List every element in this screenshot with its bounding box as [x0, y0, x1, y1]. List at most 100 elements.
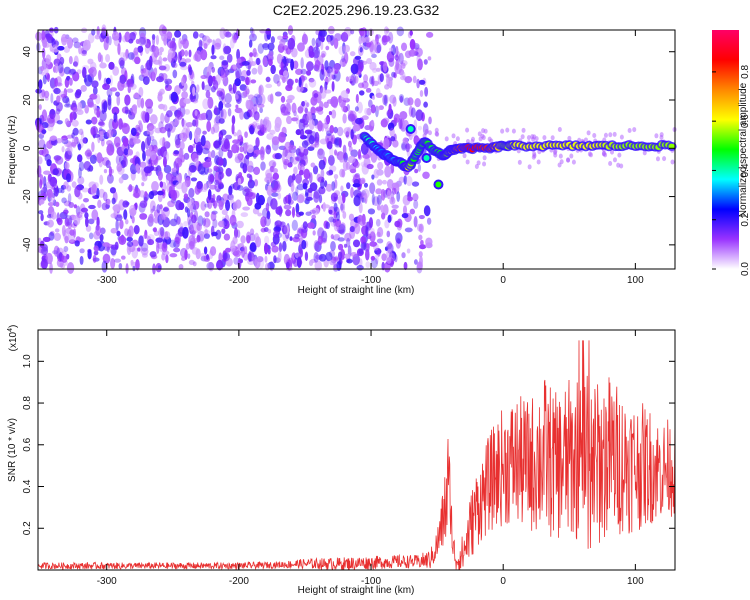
noise-cell [393, 113, 400, 123]
noise-cell [137, 45, 144, 53]
noise-cell [285, 84, 293, 92]
noise-cell [74, 186, 81, 198]
noise-cell [331, 256, 339, 261]
noise-cell [272, 234, 280, 245]
noise-cell [65, 227, 73, 234]
noise-cell [67, 144, 73, 156]
noise-cell [389, 196, 396, 205]
noise-cell [157, 170, 163, 181]
noise-cell [135, 259, 140, 271]
noise-cell [403, 261, 408, 271]
noise-cell [158, 65, 167, 71]
noise-cell [178, 264, 184, 270]
noise-cell [320, 168, 325, 179]
noise-cell [500, 128, 505, 134]
noise-cell [64, 217, 69, 227]
noise-cell [311, 37, 316, 47]
noise-cell [346, 104, 350, 112]
noise-cell [276, 53, 283, 65]
noise-cell [416, 261, 423, 271]
noise-cell [306, 70, 312, 76]
noise-cell [106, 198, 111, 206]
noise-cell [61, 255, 68, 263]
noise-cell [245, 191, 254, 198]
signal-blob [407, 125, 414, 132]
noise-cell [308, 77, 315, 83]
noise-cell [111, 106, 120, 115]
noise-cell [388, 103, 392, 114]
noise-cell [194, 116, 199, 128]
noise-cell [236, 129, 242, 140]
noise-cell [384, 94, 388, 107]
noise-cell [291, 117, 299, 122]
noise-cell [297, 42, 305, 52]
noise-cell [70, 223, 78, 228]
noise-cell [111, 31, 120, 41]
y-tick-label: 1.0 [22, 354, 33, 368]
noise-cell [197, 230, 205, 242]
noise-cell [249, 228, 255, 236]
noise-cell [187, 253, 191, 259]
noise-cell [257, 43, 264, 54]
noise-cell [253, 179, 259, 187]
noise-cell [190, 211, 194, 220]
noise-cell [138, 36, 146, 46]
noise-cell [133, 47, 139, 56]
noise-cell [35, 31, 42, 42]
noise-cell [80, 207, 89, 213]
noise-cell [163, 36, 168, 46]
noise-cell [114, 258, 121, 263]
noise-cell [376, 204, 381, 211]
noise-cell [365, 246, 370, 255]
noise-cell [179, 222, 184, 233]
noise-cell [214, 38, 222, 48]
noise-cell [375, 67, 381, 72]
noise-cell [183, 98, 192, 104]
noise-cell [128, 225, 134, 238]
noise-cell [267, 42, 275, 51]
noise-cell [270, 198, 278, 210]
noise-cell [300, 128, 305, 140]
noise-cell [246, 165, 252, 173]
noise-cell [188, 259, 195, 266]
y-tick-label: 20 [22, 94, 33, 106]
noise-cell [338, 223, 346, 235]
noise-cell [192, 86, 196, 97]
noise-cell [178, 202, 185, 211]
noise-cell [77, 192, 83, 200]
noise-cell [127, 185, 136, 191]
noise-cell [143, 166, 152, 174]
noise-cell [317, 148, 324, 156]
noise-cell [263, 118, 270, 129]
noise-cell [155, 262, 162, 273]
noise-cell [46, 159, 52, 167]
noise-cell [383, 137, 390, 150]
noise-cell [245, 142, 249, 149]
noise-cell [401, 252, 406, 259]
noise-cell [180, 49, 185, 57]
noise-cell [275, 206, 283, 215]
noise-cell [386, 230, 391, 238]
noise-cell [214, 200, 222, 207]
noise-cell [115, 118, 120, 125]
noise-cell [159, 46, 164, 53]
spectrogram-heatmap [35, 24, 677, 275]
noise-cell [252, 47, 257, 58]
noise-cell [161, 242, 168, 253]
noise-cell [330, 74, 337, 80]
noise-cell [333, 149, 338, 156]
noise-cell [50, 211, 57, 220]
noise-cell [347, 155, 356, 164]
noise-cell [256, 192, 260, 205]
noise-cell [158, 226, 165, 239]
noise-cell [342, 211, 347, 219]
noise-cell [455, 136, 460, 142]
noise-cell [140, 247, 149, 256]
noise-cell [357, 148, 362, 159]
noise-cell [338, 257, 342, 269]
noise-cell [310, 143, 317, 149]
noise-cell [163, 64, 171, 72]
colorbar-tick-label: 0.6 [740, 114, 750, 128]
noise-cell [221, 209, 228, 216]
noise-cell [277, 251, 282, 262]
